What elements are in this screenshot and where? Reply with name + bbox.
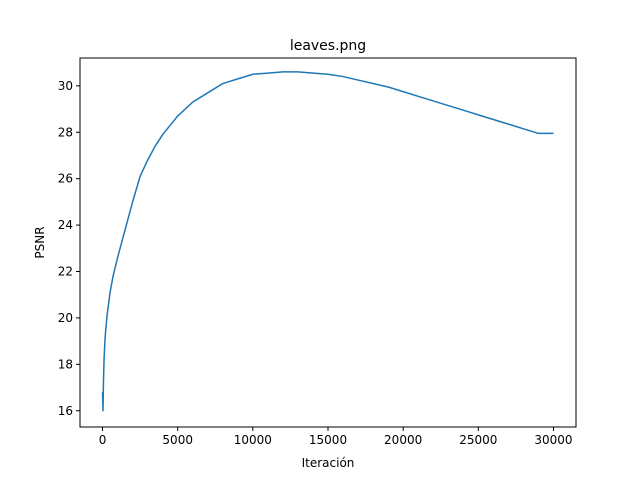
plot-frame	[79, 57, 577, 428]
y-tick-label: 26	[58, 172, 73, 186]
psnr-series-line	[101, 71, 554, 412]
y-axis-label: PSNR	[33, 226, 47, 258]
y-tick-label: 28	[58, 125, 73, 139]
y-tick-label: 18	[58, 357, 73, 371]
y-tick-label: 16	[58, 404, 73, 418]
y-tick-label: 30	[58, 79, 73, 93]
x-tick-label: 5000	[162, 433, 193, 447]
x-tick-label: 0	[99, 433, 107, 447]
chart-title: leaves.png	[290, 38, 366, 54]
x-tick-label: 20000	[384, 433, 422, 447]
series-layer	[101, 71, 554, 412]
y-tick-label: 24	[58, 218, 73, 232]
x-tick-label: 25000	[459, 433, 497, 447]
x-axis-label: Iteración	[302, 456, 355, 470]
x-tick-label: 10000	[234, 433, 272, 447]
y-tick-label: 22	[58, 265, 73, 279]
x-tick-label: 30000	[534, 433, 572, 447]
x-axis-ticks: 0 5000 10000 15000 20000 25000 30000	[99, 427, 573, 447]
y-tick-label: 20	[58, 311, 73, 325]
y-axis-ticks: 16 18 20 22 24 26 28 30	[58, 79, 80, 418]
x-tick-label: 15000	[309, 433, 347, 447]
